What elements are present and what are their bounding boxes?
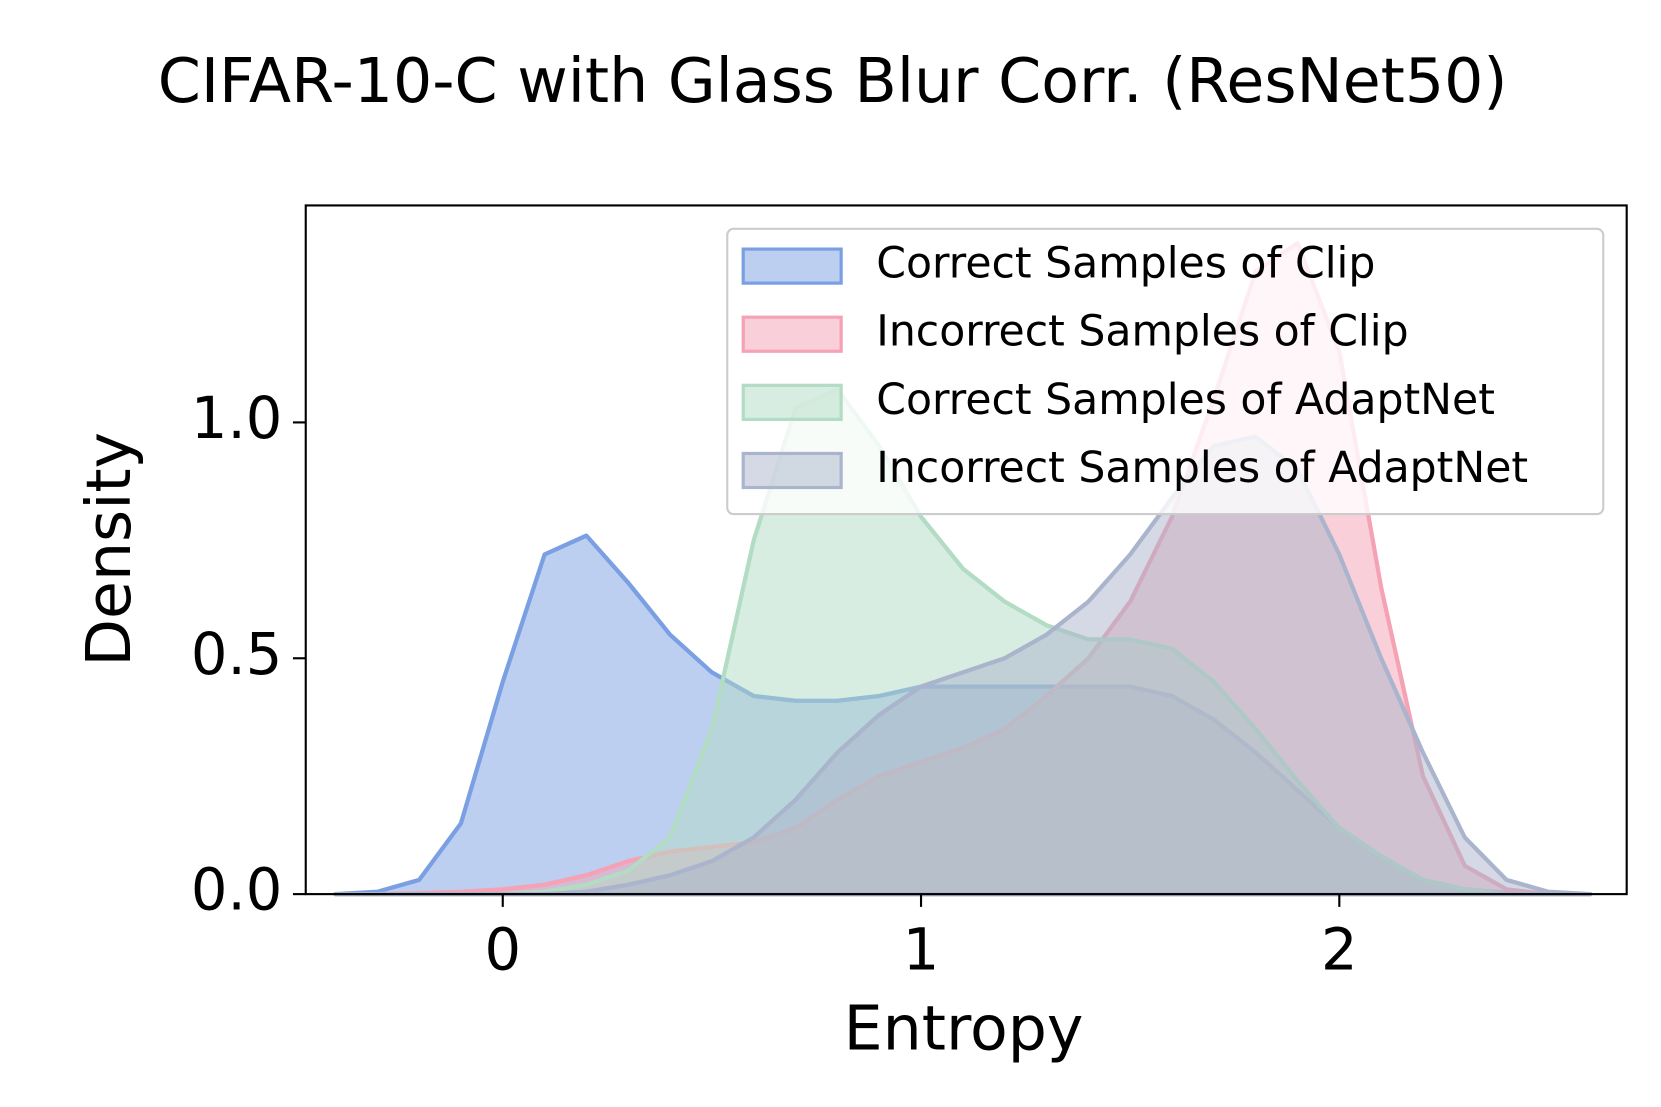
legend-box: [726, 227, 1605, 516]
legend-swatch: [741, 451, 843, 490]
x-tick-label: 0: [484, 916, 521, 983]
x-axis-label: Entropy: [844, 993, 1084, 1065]
x-tick-label: 2: [1321, 916, 1358, 983]
legend-swatch: [741, 315, 843, 353]
chart-title: CIFAR-10-C with Glass Blur Corr. (ResNet…: [158, 45, 1508, 117]
legend-label: Incorrect Samples of Clip: [876, 307, 1408, 357]
y-tick-label: 1.0: [191, 385, 282, 452]
legend-label: Correct Samples of AdaptNet: [876, 375, 1495, 425]
legend-label: Correct Samples of Clip: [876, 239, 1375, 289]
y-tick-label: 0.0: [191, 857, 282, 924]
legend-swatch: [741, 383, 843, 421]
y-axis-label: Density: [73, 432, 145, 667]
x-tick-label: 1: [903, 916, 940, 983]
y-tick-label: 0.5: [191, 621, 282, 688]
plot-frame: [304, 204, 1628, 896]
legend-swatch: [741, 247, 843, 285]
legend-label: Incorrect Samples of AdaptNet: [876, 443, 1528, 493]
